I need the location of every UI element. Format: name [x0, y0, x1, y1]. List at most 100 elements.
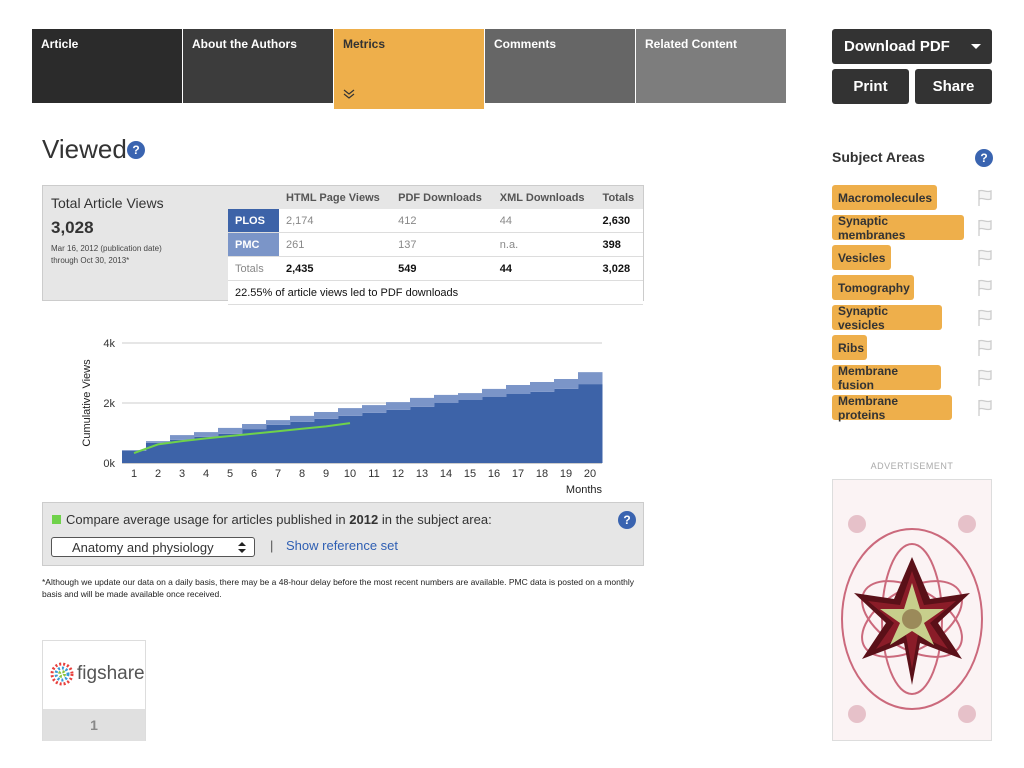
- bar-segment: [194, 432, 219, 437]
- print-button[interactable]: Print: [832, 69, 909, 104]
- bar-segment: [578, 384, 603, 463]
- help-icon[interactable]: ?: [618, 511, 636, 529]
- bar-segment: [530, 382, 555, 392]
- caret: [971, 44, 981, 49]
- tab[interactable]: About the Authors: [183, 29, 333, 103]
- summary-through: through Oct 30, 2013*: [51, 256, 130, 265]
- bar-segment: [458, 393, 483, 400]
- tab[interactable]: Article: [32, 29, 182, 103]
- bar-segment: [338, 415, 363, 463]
- x-tick-label: 20: [584, 468, 596, 480]
- download-button[interactable]: Download PDF: [832, 29, 992, 64]
- table-row: Totals 2,435 549 44 3,028: [228, 256, 643, 281]
- separator: |: [270, 538, 274, 553]
- x-tick-label: 11: [368, 468, 379, 480]
- tab[interactable]: Related Content: [636, 29, 786, 103]
- cell: 137: [391, 232, 493, 257]
- col-header: XML Downloads: [492, 186, 596, 209]
- x-tick-label: 3: [179, 468, 185, 480]
- bar-segment: [122, 451, 147, 463]
- tab-active[interactable]: Metrics: [334, 29, 484, 109]
- bar-segment: [554, 388, 579, 463]
- compare-text: Compare average usage for articles publi…: [66, 512, 492, 527]
- bar-segment: [506, 385, 531, 394]
- bar-segment: [122, 450, 147, 451]
- subject-select[interactable]: Anatomy and physiology: [51, 537, 255, 557]
- figshare-name: figshare: [77, 663, 145, 684]
- figshare-logo: [50, 662, 74, 686]
- x-tick-label: 14: [440, 468, 452, 480]
- subject-tag[interactable]: Ribs: [832, 335, 867, 360]
- figshare-count: 1: [43, 709, 145, 741]
- row-label: Totals: [228, 256, 279, 281]
- x-tick-label: 1: [131, 468, 137, 480]
- table-row: PLOS 2,174 412 44 2,630: [228, 209, 643, 233]
- table-note: 22.55% of article views led to PDF downl…: [228, 280, 643, 305]
- advertisement-image[interactable]: [832, 479, 992, 741]
- bar-segment: [506, 394, 531, 463]
- bar-segment: [170, 439, 195, 463]
- cell: 261: [279, 232, 392, 257]
- cell: 44: [492, 209, 596, 233]
- flag-icon[interactable]: [977, 219, 993, 237]
- x-tick-label: 10: [344, 468, 356, 480]
- flag-icon[interactable]: [977, 339, 993, 357]
- y-tick-label: 2k: [103, 398, 115, 410]
- subject-tag[interactable]: Macromolecules: [832, 185, 937, 210]
- bar-segment: [482, 397, 507, 463]
- cell: 3,028: [595, 256, 643, 281]
- heading: Viewed: [42, 134, 127, 164]
- bar-segment: [290, 415, 315, 422]
- subject-tag[interactable]: Membrane proteins: [832, 394, 952, 422]
- cell: 2,630: [595, 209, 643, 233]
- subject-tag[interactable]: Synaptic vesicles: [832, 304, 942, 332]
- tab-label: Metrics: [343, 37, 386, 51]
- help-icon[interactable]: ?: [975, 149, 993, 167]
- flag-icon[interactable]: [977, 309, 993, 327]
- col-header: Totals: [595, 186, 643, 209]
- bar-segment: [242, 424, 267, 430]
- col-header: PDF Downloads: [391, 186, 493, 209]
- x-tick-label: 9: [323, 468, 329, 480]
- legend-swatch: [52, 515, 61, 524]
- x-tick-label: 13: [416, 468, 428, 480]
- subject-tag[interactable]: Tomography: [832, 275, 914, 300]
- flag-icon[interactable]: [977, 369, 993, 387]
- chevron: [343, 89, 355, 99]
- ad-label: ADVERTISEMENT: [870, 461, 954, 471]
- select-arrows: [238, 542, 246, 553]
- compare-after: in the subject area:: [381, 512, 492, 527]
- tab[interactable]: Comments: [485, 29, 635, 103]
- row-label: PMC: [228, 232, 279, 257]
- bar-segment: [386, 409, 411, 463]
- select-value: Anatomy and physiology: [72, 540, 214, 555]
- help-icon[interactable]: ?: [127, 141, 145, 159]
- flag-icon[interactable]: [977, 189, 993, 207]
- bar-segment: [434, 394, 459, 403]
- cell: 2,174: [279, 209, 392, 233]
- bar-segment: [386, 402, 411, 410]
- compare-before: Compare average usage for articles publi…: [66, 512, 346, 527]
- cell: n.a.: [492, 232, 596, 257]
- y-tick-label: 0k: [103, 458, 115, 470]
- bar-segment: [362, 412, 387, 463]
- subject-tag[interactable]: Synaptic membranes: [832, 214, 964, 242]
- x-tick-label: 15: [464, 468, 476, 480]
- subject-tag[interactable]: Vesicles: [832, 245, 891, 270]
- bar-segment: [314, 412, 339, 419]
- bar-segment: [218, 427, 243, 434]
- flag-icon[interactable]: [977, 249, 993, 267]
- x-tick-label: 8: [299, 468, 305, 480]
- summary-title: Total Article Views: [51, 195, 164, 211]
- flag-icon[interactable]: [977, 279, 993, 297]
- subject-tag[interactable]: Membrane fusion: [832, 364, 941, 392]
- x-axis-label: Months: [566, 484, 603, 496]
- bar-segment: [146, 441, 171, 443]
- subject-title: Subject Areas: [832, 149, 925, 165]
- reference-link[interactable]: Show reference set: [286, 538, 399, 553]
- x-tick-label: 12: [392, 468, 404, 480]
- bar-segment: [554, 379, 579, 389]
- flag-icon[interactable]: [977, 399, 993, 417]
- share-button[interactable]: Share: [915, 69, 992, 104]
- bar-segment: [578, 372, 603, 385]
